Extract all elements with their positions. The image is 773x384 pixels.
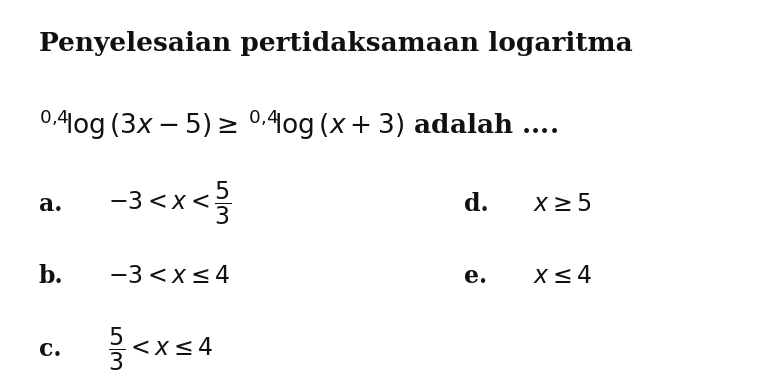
Text: $-3 < x < \dfrac{5}{3}$: $-3 < x < \dfrac{5}{3}$ <box>108 180 232 227</box>
Text: $x \geq 5$: $x \geq 5$ <box>533 192 592 215</box>
Text: $x \leq 4$: $x \leq 4$ <box>533 265 593 288</box>
Text: $-3 < x \leq 4$: $-3 < x \leq 4$ <box>108 265 230 288</box>
Text: $\dfrac{5}{3} < x \leq 4$: $\dfrac{5}{3} < x \leq 4$ <box>108 326 214 373</box>
Text: a.: a. <box>39 192 62 215</box>
Text: $^{0{,}4}\!\mathrm{log}\,(3x-5)\geq\,^{0{,}4}\!\mathrm{log}\,(x+3)$ adalah ....: $^{0{,}4}\!\mathrm{log}\,(3x-5)\geq\,^{0… <box>39 108 558 142</box>
Text: c.: c. <box>39 338 61 361</box>
Text: d.: d. <box>464 192 489 215</box>
Text: Penyelesaian pertidaksamaan logaritma: Penyelesaian pertidaksamaan logaritma <box>39 31 632 56</box>
Text: e.: e. <box>464 265 487 288</box>
Text: b.: b. <box>39 265 63 288</box>
